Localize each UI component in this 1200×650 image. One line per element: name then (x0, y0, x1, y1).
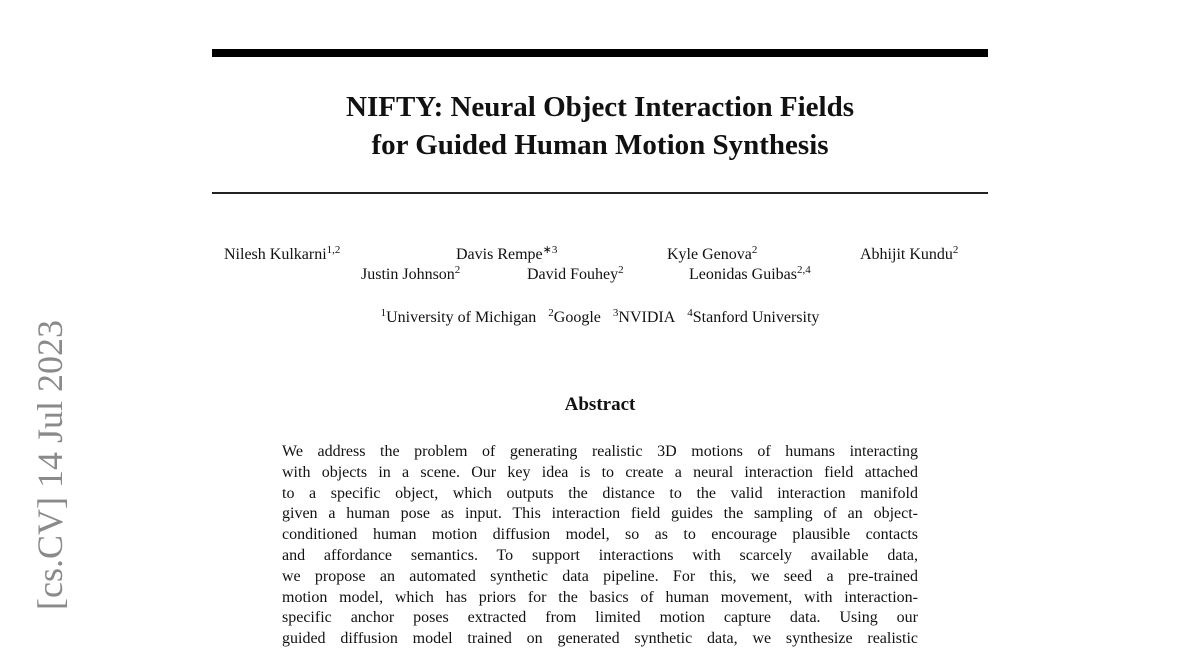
affiliation-name: NVIDIA (618, 309, 676, 326)
author-sup: ∗3 (542, 244, 558, 256)
author-sup: 2 (454, 264, 461, 276)
author-sup: 2 (751, 244, 758, 256)
abstract-line: motion model, which has priors for the b… (282, 588, 918, 606)
author: Davis Rempe∗3 (456, 244, 558, 264)
author-name: Justin Johnson (361, 266, 455, 283)
abstract-body: We address the problem of generating rea… (282, 442, 918, 650)
abstract-line: with objects in a scene. Our key idea is… (282, 463, 918, 481)
author-name: Abhijit Kundu (860, 246, 953, 263)
abstract-line: specific anchor poses extracted from lim… (282, 609, 918, 627)
affiliation: 1University of Michigan (380, 307, 537, 327)
title-line: for Guided Human Motion Synthesis (371, 129, 829, 161)
title: NIFTY: Neural Object Interaction Fields f… (0, 88, 1200, 164)
author-sup: 2 (952, 244, 959, 256)
author-name: Nilesh Kulkarni (224, 246, 327, 263)
author: Leonidas Guibas2,4 (689, 264, 811, 284)
abstract-line: We address the problem of generating rea… (282, 443, 918, 460)
author-name: Leonidas Guibas (689, 266, 797, 283)
author-sup: 2 (618, 264, 624, 276)
author: Kyle Genova2 (667, 244, 758, 264)
affiliation: 4Stanford University (687, 307, 820, 327)
author-name: Kyle Genova (667, 246, 752, 263)
affiliations: 1University of Michigan 2Google 3NVIDIA 4St… (0, 307, 1200, 327)
author-name: David Fouhey (527, 266, 619, 283)
abstract-line: conditioned human motion diffusion model… (282, 526, 918, 544)
author: Abhijit Kundu2 (860, 244, 959, 264)
author-name: Davis Rempe (456, 246, 543, 263)
affiliation-sup: 2 (548, 307, 554, 319)
abstract-heading: Abstract (564, 394, 636, 415)
author: Justin Johnson2 (361, 264, 461, 284)
abstract-line: to a specific object, which outputs the … (282, 484, 918, 502)
abstract-line: given a human pose as input. This intera… (282, 505, 918, 523)
affiliation-sup: 3 (612, 307, 619, 319)
title-rule (212, 192, 988, 194)
affiliation: 2Google (548, 307, 601, 327)
author: David Fouhey2 (527, 264, 624, 284)
arxiv-stamp: [cs.CV] 14 Jul 2023 (30, 320, 70, 610)
affiliation-name: Stanford University (692, 309, 820, 326)
affiliation-name: Google (553, 309, 601, 326)
abstract-line: and affordance semantics. To support int… (282, 546, 918, 564)
author-sup: 2,4 (796, 264, 811, 276)
top-bar (212, 49, 988, 57)
abstract-line: guided diffusion model trained on genera… (282, 630, 918, 648)
affiliation: 3NVIDIA (612, 307, 676, 327)
author: Nilesh Kulkarni1,2 (224, 244, 341, 264)
title-line: NIFTY: Neural Object Interaction Fields (346, 91, 854, 123)
affiliation-sup: 1 (380, 307, 387, 319)
abstract-line: we propose an automated synthetic data p… (282, 567, 918, 585)
affiliation-sup: 4 (687, 307, 693, 319)
affiliation-name: University of Michigan (386, 309, 537, 326)
author-sup: 1,2 (326, 244, 341, 256)
